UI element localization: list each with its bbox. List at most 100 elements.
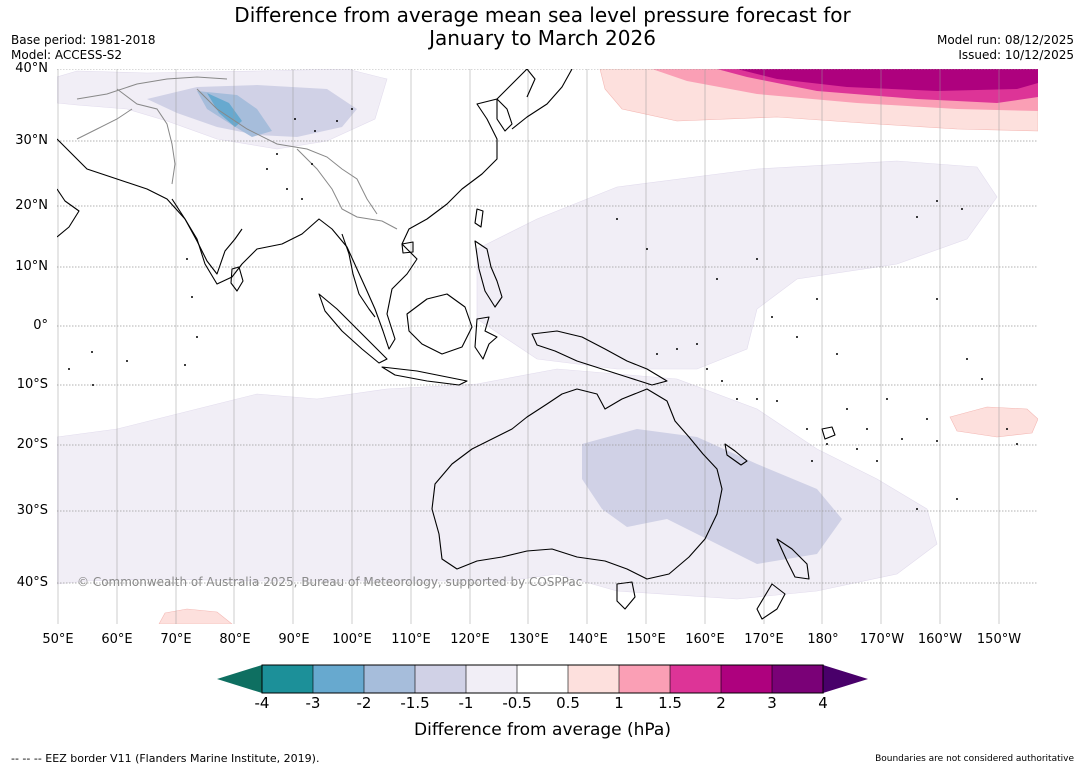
island-dot <box>866 428 868 430</box>
island-dot <box>1006 428 1008 430</box>
island-dot <box>266 168 268 170</box>
lat-label-30s: 30°S <box>16 503 48 518</box>
colorbar-segment <box>465 664 518 694</box>
lat-label-10n: 10°N <box>15 259 48 274</box>
eez-legend: -- -- -- EEZ border V11 (Flanders Marine… <box>11 752 320 765</box>
anomaly-fields <box>57 69 1038 624</box>
issued-date: Issued: 10/12/2025 <box>958 48 1074 62</box>
island-dot <box>816 298 818 300</box>
colorbar-segment <box>720 664 773 694</box>
anomaly-south-pacific-positive <box>949 406 1038 438</box>
island-dot <box>901 438 903 440</box>
run-info: Model run: 08/12/2025 Issued: 10/12/2025 <box>937 33 1074 63</box>
lon-label-110e: 110°E <box>391 632 431 647</box>
colorbar-over-arrow <box>823 665 868 693</box>
anomaly-tibet-minus-2 <box>207 93 242 127</box>
title-line-2: January to March 2026 <box>429 26 656 50</box>
island-dot <box>716 278 718 280</box>
island-dot <box>186 258 188 260</box>
island-dot <box>336 120 338 122</box>
colorbar-tick-minus-0-5: -0.5 <box>502 694 532 712</box>
colorbar-segment <box>618 664 671 694</box>
copyright-notice: © Commonwealth of Australia 2025, Bureau… <box>77 575 583 589</box>
lon-label-150e: 150°E <box>626 632 666 647</box>
lon-label-100e: 100°E <box>332 632 372 647</box>
island-dot <box>721 380 723 382</box>
island-dot <box>736 398 738 400</box>
island-dot <box>926 418 928 420</box>
island-dot <box>646 248 648 250</box>
lon-label-80e: 80°E <box>219 632 251 647</box>
island-dot <box>936 440 938 442</box>
colorbar-segments <box>261 664 824 694</box>
island-dot <box>836 353 838 355</box>
border-central-asia <box>76 76 228 140</box>
island-dot <box>966 358 968 360</box>
colorbar-segment <box>261 664 314 694</box>
island-dot <box>68 368 70 370</box>
island-dot <box>91 351 93 353</box>
colorbar-under-arrow <box>217 665 262 693</box>
island-dot <box>616 218 618 220</box>
island-dot <box>856 448 858 450</box>
model-info: Base period: 1981-2018 Model: ACCESS-S2 <box>11 33 156 63</box>
coastlines <box>57 69 836 620</box>
island-dot <box>1016 443 1018 445</box>
lat-label-40n: 40°N <box>15 61 48 76</box>
coast-sulawesi <box>474 316 498 360</box>
lat-label-40s: 40°S <box>16 575 48 590</box>
lon-label-180: 180° <box>807 632 839 647</box>
lat-label-20s: 20°S <box>16 437 48 452</box>
border-south-asia <box>116 88 378 215</box>
island-dot <box>276 153 278 155</box>
island-dot <box>656 353 658 355</box>
island-dot <box>846 408 848 410</box>
lon-label-170w: 170°W <box>859 632 905 647</box>
colorbar-tick-2: 2 <box>716 694 726 712</box>
anomaly-southern-ocean-positive <box>158 608 233 624</box>
island-dot <box>806 428 808 430</box>
colorbar-tick-0-5: 0.5 <box>556 694 580 712</box>
lat-label-20n: 20°N <box>15 198 48 213</box>
colorbar-tick-minus-1-5: -1.5 <box>400 694 430 712</box>
coast-japan <box>511 69 573 130</box>
lon-label-140e: 140°E <box>568 632 608 647</box>
island-dot <box>196 336 198 338</box>
coast-new-caledonia <box>724 443 748 466</box>
model-name: Model: ACCESS-S2 <box>11 48 123 62</box>
island-dot <box>286 188 288 190</box>
lon-label-160e: 160°E <box>685 632 725 647</box>
island-dot <box>294 118 296 120</box>
coast-fiji <box>821 426 836 440</box>
island-dot <box>756 258 758 260</box>
coast-new-guinea <box>531 330 668 386</box>
island-dot <box>771 316 773 318</box>
coast-java <box>381 366 468 386</box>
island-dot <box>351 108 353 110</box>
lon-label-50e: 50°E <box>42 632 74 647</box>
island-dot <box>126 360 128 362</box>
border-china-southeast <box>296 148 398 230</box>
colorbar-segment <box>771 664 824 694</box>
lon-label-70e: 70°E <box>160 632 192 647</box>
colorbar-segment <box>414 664 467 694</box>
island-dot <box>981 378 983 380</box>
lon-label-60e: 60°E <box>101 632 133 647</box>
coast-hainan <box>401 241 414 254</box>
lon-label-120e: 120°E <box>450 632 490 647</box>
coast-sri-lanka <box>230 266 244 292</box>
island-dot <box>886 398 888 400</box>
island-dot <box>936 200 938 202</box>
lon-label-90e: 90°E <box>278 632 310 647</box>
colorbar-segment <box>363 664 416 694</box>
coast-india <box>171 198 243 275</box>
colorbar-tick-minus-1: -1 <box>458 694 474 712</box>
coast-philippines <box>474 240 503 308</box>
colorbar-segment <box>567 664 620 694</box>
colorbar-tick-minus-2: -2 <box>356 694 372 712</box>
colorbar-tick-3: 3 <box>767 694 777 712</box>
island-dot <box>92 384 94 386</box>
coast-new-zealand <box>756 538 810 620</box>
coast-malay-peninsula <box>341 233 376 318</box>
base-period: Base period: 1981-2018 <box>11 33 156 47</box>
